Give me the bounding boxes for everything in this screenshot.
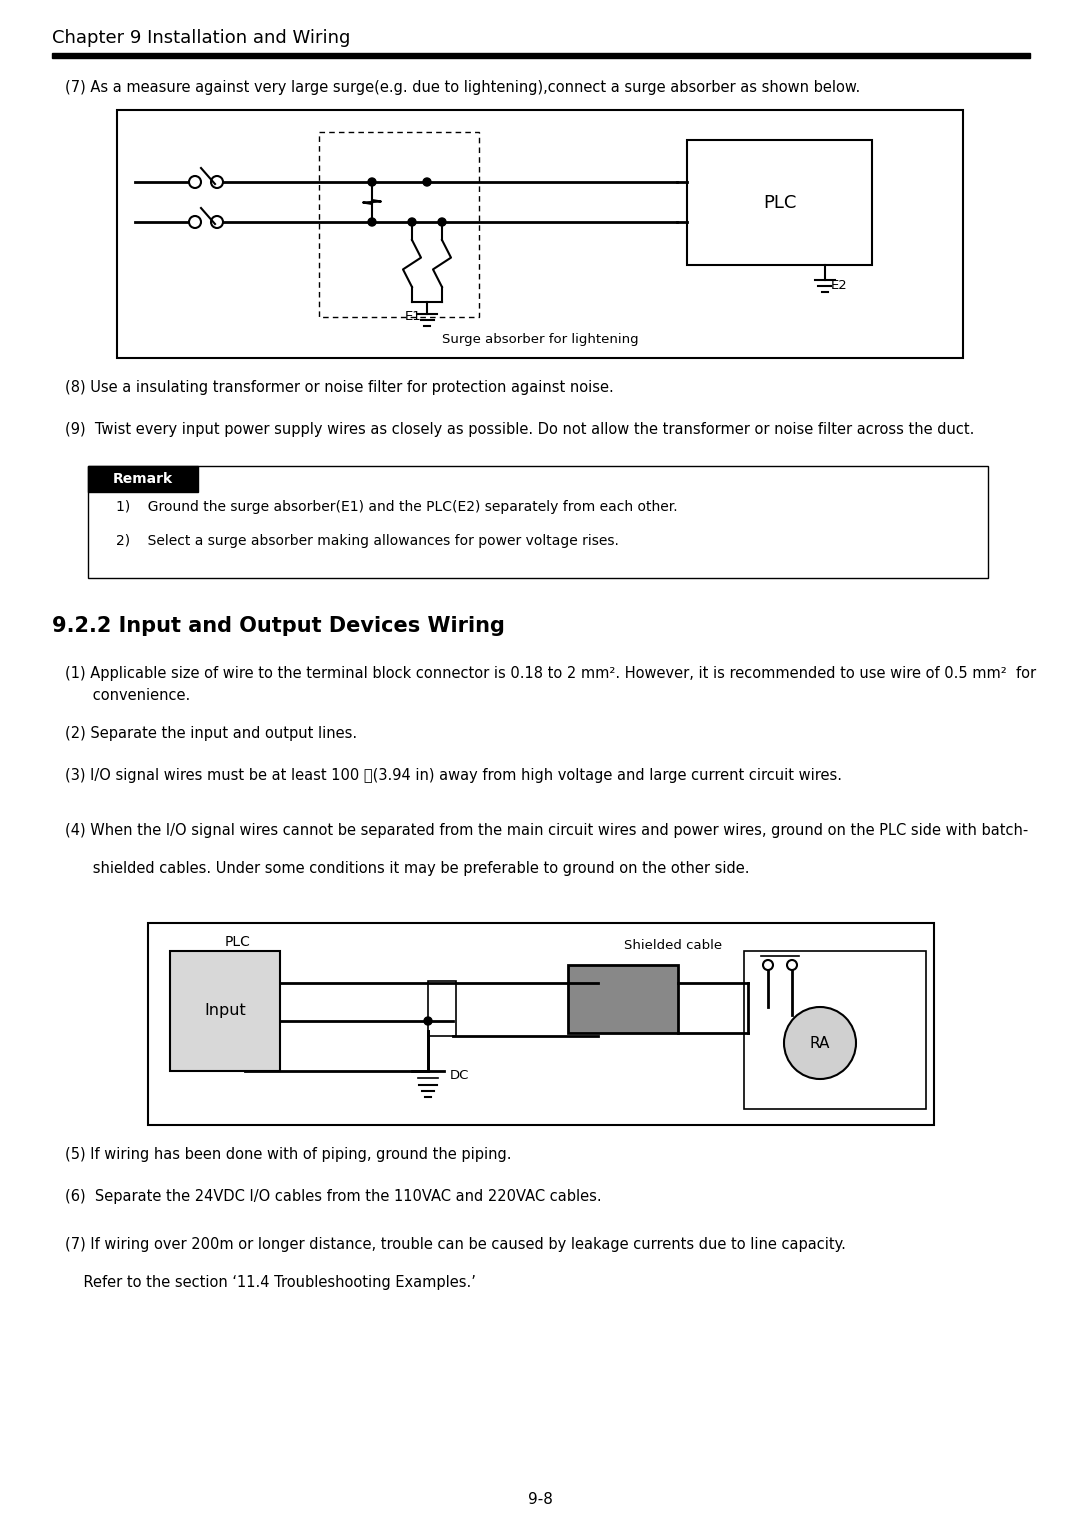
- Text: (4) When the I/O signal wires cannot be separated from the main circuit wires an: (4) When the I/O signal wires cannot be …: [65, 824, 1028, 837]
- Text: 9.2.2 Input and Output Devices Wiring: 9.2.2 Input and Output Devices Wiring: [52, 616, 504, 636]
- Bar: [52, 53, 1030, 58]
- Text: PLC: PLC: [762, 194, 796, 211]
- Circle shape: [423, 177, 431, 186]
- Circle shape: [438, 219, 446, 226]
- Circle shape: [408, 219, 416, 226]
- Bar: [568, 966, 678, 1033]
- Bar: [319, 131, 480, 316]
- Text: (9)  Twist every input power supply wires as closely as possible. Do not allow t: (9) Twist every input power supply wires…: [65, 422, 974, 437]
- Text: (6)  Separate the 24VDC I/O cables from the 110VAC and 220VAC cables.: (6) Separate the 24VDC I/O cables from t…: [65, 1189, 602, 1204]
- Bar: [87, 466, 198, 492]
- Text: (3) I/O signal wires must be at least 100 ㎜(3.94 in) away from high voltage and : (3) I/O signal wires must be at least 10…: [65, 769, 842, 782]
- Text: (2) Separate the input and output lines.: (2) Separate the input and output lines.: [65, 726, 357, 741]
- Text: Surge absorber for lightening: Surge absorber for lightening: [442, 333, 638, 345]
- Bar: [148, 923, 934, 1125]
- Text: convenience.: convenience.: [65, 688, 190, 703]
- Bar: [170, 950, 280, 1071]
- Text: (7) As a measure against very large surge(e.g. due to lightening),connect a surg: (7) As a measure against very large surg…: [65, 79, 861, 95]
- Text: Chapter 9 Installation and Wiring: Chapter 9 Installation and Wiring: [52, 29, 350, 47]
- Text: E1: E1: [405, 310, 422, 322]
- Text: 2)    Select a surge absorber making allowances for power voltage rises.: 2) Select a surge absorber making allowa…: [116, 533, 619, 549]
- Circle shape: [784, 1007, 856, 1079]
- Text: RA: RA: [810, 1036, 831, 1051]
- Text: Input: Input: [204, 1004, 246, 1019]
- Text: shielded cables. Under some conditions it may be preferable to ground on the oth: shielded cables. Under some conditions i…: [65, 860, 750, 876]
- Text: DC: DC: [450, 1070, 470, 1082]
- Circle shape: [368, 219, 376, 226]
- Text: Shielded cable: Shielded cable: [624, 940, 723, 952]
- Text: (7) If wiring over 200m or longer distance, trouble can be caused by leakage cur: (7) If wiring over 200m or longer distan…: [65, 1238, 846, 1251]
- Text: E2: E2: [831, 280, 847, 292]
- Bar: [687, 141, 872, 264]
- Text: (8) Use a insulating transformer or noise filter for protection against noise.: (8) Use a insulating transformer or nois…: [65, 380, 613, 396]
- Text: 9-8: 9-8: [527, 1493, 553, 1508]
- Text: 1)    Ground the surge absorber(E1) and the PLC(E2) separately from each other.: 1) Ground the surge absorber(E1) and the…: [116, 500, 677, 513]
- Bar: [87, 466, 988, 578]
- Bar: [744, 950, 926, 1109]
- Bar: [117, 110, 963, 358]
- Circle shape: [368, 177, 376, 186]
- Text: Refer to the section ‘11.4 Troubleshooting Examples.’: Refer to the section ‘11.4 Troubleshooti…: [65, 1274, 476, 1290]
- Text: PLC: PLC: [225, 935, 251, 949]
- Text: Remark: Remark: [113, 472, 173, 486]
- Circle shape: [424, 1018, 432, 1025]
- Text: (1) Applicable size of wire to the terminal block connector is 0.18 to 2 mm². Ho: (1) Applicable size of wire to the termi…: [65, 666, 1036, 681]
- Bar: [428, 981, 456, 1036]
- Text: (5) If wiring has been done with of piping, ground the piping.: (5) If wiring has been done with of pipi…: [65, 1148, 512, 1161]
